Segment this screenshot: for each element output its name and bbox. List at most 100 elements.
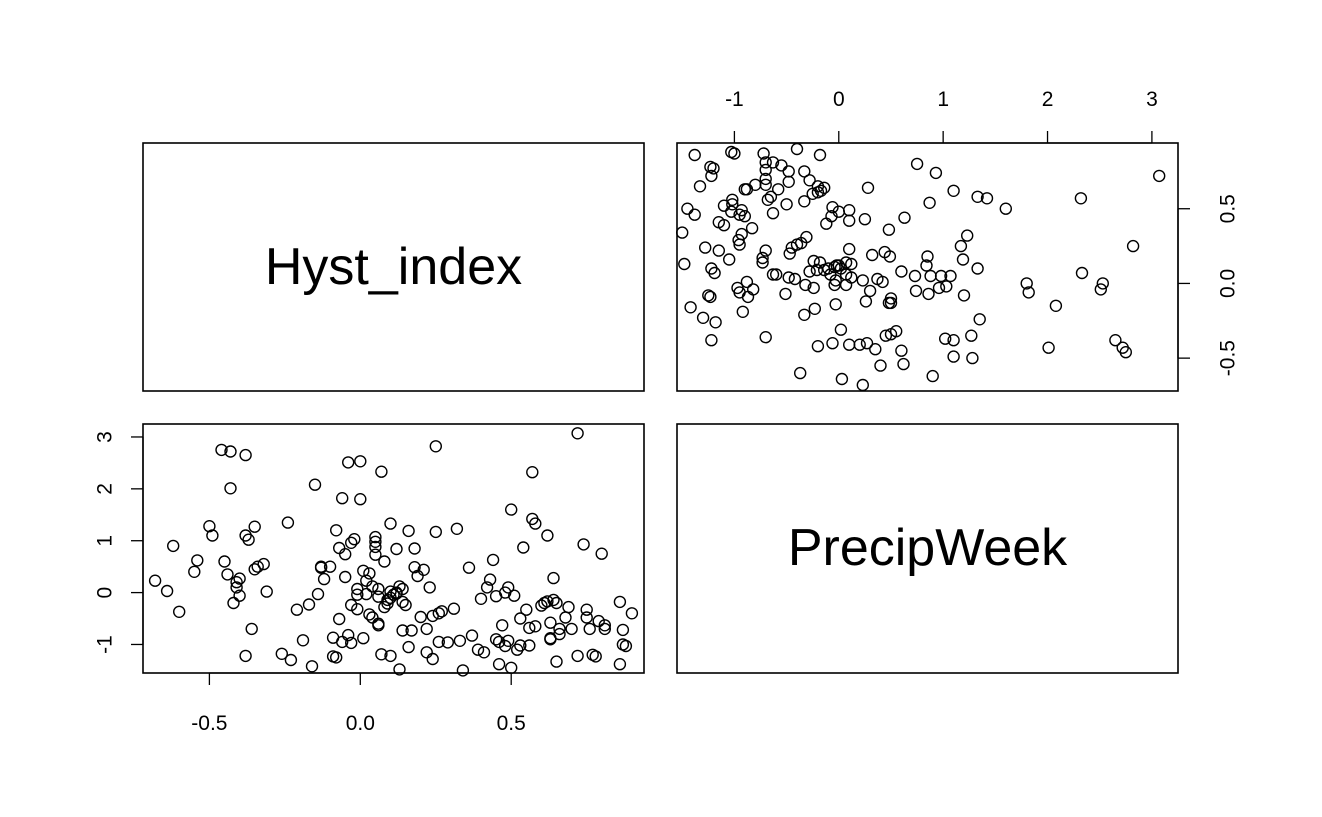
data-point bbox=[921, 250, 934, 263]
data-point bbox=[426, 652, 439, 666]
data-point bbox=[688, 148, 701, 162]
data-point bbox=[230, 576, 243, 589]
data-point bbox=[759, 172, 772, 186]
data-point bbox=[562, 600, 575, 614]
data-point bbox=[514, 639, 527, 652]
tick-label: 1 bbox=[937, 88, 949, 111]
data-point bbox=[405, 624, 418, 637]
data-point bbox=[882, 223, 896, 236]
data-point bbox=[595, 547, 608, 560]
data-point bbox=[456, 664, 470, 677]
tick-label: 0.5 bbox=[497, 712, 526, 735]
data-point bbox=[1049, 299, 1063, 312]
data-point bbox=[735, 227, 748, 241]
data-point bbox=[859, 295, 873, 308]
data-point bbox=[239, 649, 252, 663]
data-point bbox=[764, 190, 778, 204]
data-point bbox=[502, 634, 515, 647]
data-point bbox=[541, 529, 554, 542]
tick-label: 0 bbox=[94, 587, 117, 599]
data-point bbox=[782, 271, 795, 284]
data-point bbox=[314, 561, 328, 574]
tick-label: 0.0 bbox=[346, 712, 375, 735]
data-point bbox=[971, 262, 984, 275]
tick-label: 0 bbox=[833, 88, 845, 111]
data-point bbox=[800, 230, 813, 244]
top-axis: -1 0 1 2 3 bbox=[725, 88, 1158, 144]
data-point bbox=[417, 563, 430, 576]
data-point bbox=[843, 214, 856, 227]
data-point bbox=[704, 290, 717, 304]
tick-label: 0.0 bbox=[1217, 269, 1240, 298]
data-point bbox=[565, 622, 578, 636]
data-point bbox=[947, 350, 960, 363]
data-point bbox=[782, 165, 795, 178]
tick-label: 3 bbox=[94, 431, 117, 443]
data-point bbox=[712, 244, 725, 257]
data-point bbox=[345, 636, 358, 650]
data-point bbox=[839, 256, 853, 269]
data-point bbox=[702, 289, 715, 302]
data-point bbox=[281, 516, 295, 529]
data-point bbox=[393, 580, 406, 593]
data-point bbox=[323, 560, 337, 573]
data-point bbox=[465, 629, 479, 642]
data-point bbox=[547, 571, 560, 585]
data-point bbox=[788, 272, 802, 286]
data-point bbox=[215, 443, 228, 457]
data-point bbox=[688, 208, 701, 221]
data-point bbox=[523, 621, 536, 635]
data-point bbox=[333, 541, 346, 555]
data-point bbox=[396, 582, 409, 596]
bottom-axis: -0.5 0.0 0.5 bbox=[191, 672, 526, 735]
data-point bbox=[257, 557, 270, 571]
data-point bbox=[947, 184, 960, 198]
panel-frame bbox=[676, 423, 1179, 674]
data-point bbox=[835, 372, 849, 386]
data-point bbox=[372, 617, 385, 630]
panel-scatter-top-right: -1 0 1 2 3 -0.5 0.0 0.5 bbox=[676, 88, 1240, 392]
data-point bbox=[616, 623, 630, 637]
data-point bbox=[794, 366, 807, 380]
data-point bbox=[740, 275, 754, 289]
data-point bbox=[947, 334, 960, 347]
data-point bbox=[577, 538, 590, 551]
data-point bbox=[613, 595, 627, 609]
data-point bbox=[684, 301, 697, 314]
panel-diagonal-top-left: Hyst_index bbox=[142, 142, 645, 392]
data-point bbox=[803, 265, 816, 278]
data-point bbox=[884, 292, 898, 305]
data-point bbox=[1126, 239, 1140, 253]
data-point bbox=[505, 503, 518, 516]
data-point bbox=[818, 181, 831, 195]
data-point bbox=[1116, 341, 1129, 354]
data-point bbox=[251, 560, 264, 573]
data-point bbox=[803, 174, 816, 187]
data-point bbox=[598, 622, 611, 636]
data-point bbox=[759, 163, 772, 177]
data-point bbox=[348, 533, 361, 546]
data-point bbox=[813, 148, 827, 162]
data-point bbox=[759, 156, 772, 169]
data-point bbox=[233, 572, 246, 585]
data-point bbox=[705, 334, 718, 347]
data-point bbox=[547, 593, 560, 607]
data-point bbox=[613, 658, 627, 671]
data-point bbox=[559, 611, 572, 624]
data-point bbox=[738, 183, 751, 196]
data-point bbox=[375, 465, 388, 478]
data-point bbox=[759, 178, 772, 192]
panel-frame bbox=[142, 142, 645, 392]
data-point bbox=[832, 259, 845, 272]
data-point bbox=[160, 584, 174, 598]
data-point bbox=[820, 217, 833, 230]
data-point bbox=[221, 568, 234, 581]
data-point bbox=[224, 445, 237, 458]
data-point bbox=[717, 199, 731, 212]
data-point bbox=[770, 268, 783, 281]
data-point bbox=[227, 596, 240, 610]
data-point bbox=[483, 573, 497, 586]
data-point bbox=[1075, 266, 1089, 280]
data-point bbox=[676, 226, 689, 239]
data-point bbox=[731, 281, 744, 295]
